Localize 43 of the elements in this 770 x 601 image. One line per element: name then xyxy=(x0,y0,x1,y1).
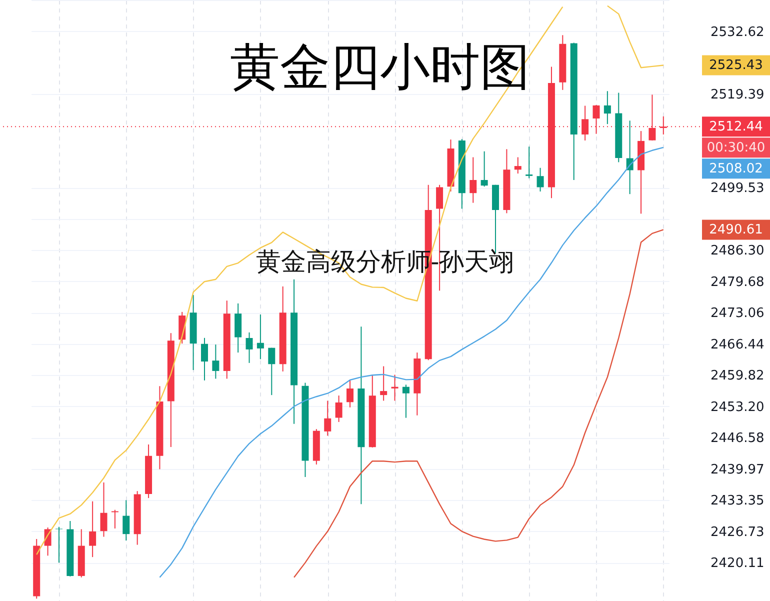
candlestick xyxy=(335,395,342,422)
candlestick xyxy=(256,314,264,360)
y-tick-label: 2499.53 xyxy=(710,181,764,196)
text: 2490.61 xyxy=(709,222,763,238)
candlestick xyxy=(246,332,253,364)
candlestick xyxy=(346,380,354,408)
candlestick xyxy=(604,90,611,125)
y-tick-label: 2426.73 xyxy=(710,524,764,540)
candlestick xyxy=(200,337,208,381)
candlestick xyxy=(212,344,220,380)
ref-line-label: 2512.44 xyxy=(709,120,763,135)
candlestick xyxy=(122,500,130,542)
candlestick xyxy=(470,156,477,204)
candlestick xyxy=(391,374,398,402)
y-tick-label: 2479.68 xyxy=(710,274,764,290)
candlestick xyxy=(402,384,410,418)
y-tick-label: 2446.58 xyxy=(710,431,764,446)
y-tick-label: 2459.82 xyxy=(710,368,764,384)
text: 2525.43 xyxy=(709,58,763,74)
y-tick-label: 2439.97 xyxy=(710,462,764,478)
candlestick xyxy=(536,167,544,192)
candlestick xyxy=(234,302,242,354)
y-tick-label: 2519.39 xyxy=(710,87,764,102)
y-tick-label: 2466.44 xyxy=(710,337,764,352)
candlestick xyxy=(100,482,108,538)
candlestick xyxy=(514,156,522,174)
y-tick-label: 2486.30 xyxy=(710,244,764,259)
text: 2508.02 xyxy=(709,162,763,177)
candlestick xyxy=(526,146,533,179)
y-tick-label: 2473.06 xyxy=(710,306,764,322)
line-series xyxy=(159,146,664,578)
y-tick-label: 2532.62 xyxy=(710,24,764,40)
text: 00:30:40 xyxy=(706,140,766,156)
candlestick xyxy=(89,500,96,558)
candlestick xyxy=(324,400,332,436)
candlestick xyxy=(268,347,276,396)
text: 黄金四小时图 xyxy=(230,38,530,96)
y-tick-label: 2420.11 xyxy=(710,556,764,572)
candlestick xyxy=(55,526,62,564)
candlestick xyxy=(380,366,388,402)
y-tick-label: 2433.35 xyxy=(710,494,764,509)
candlestick xyxy=(480,150,488,188)
y-tick-label: 2453.20 xyxy=(710,400,764,415)
